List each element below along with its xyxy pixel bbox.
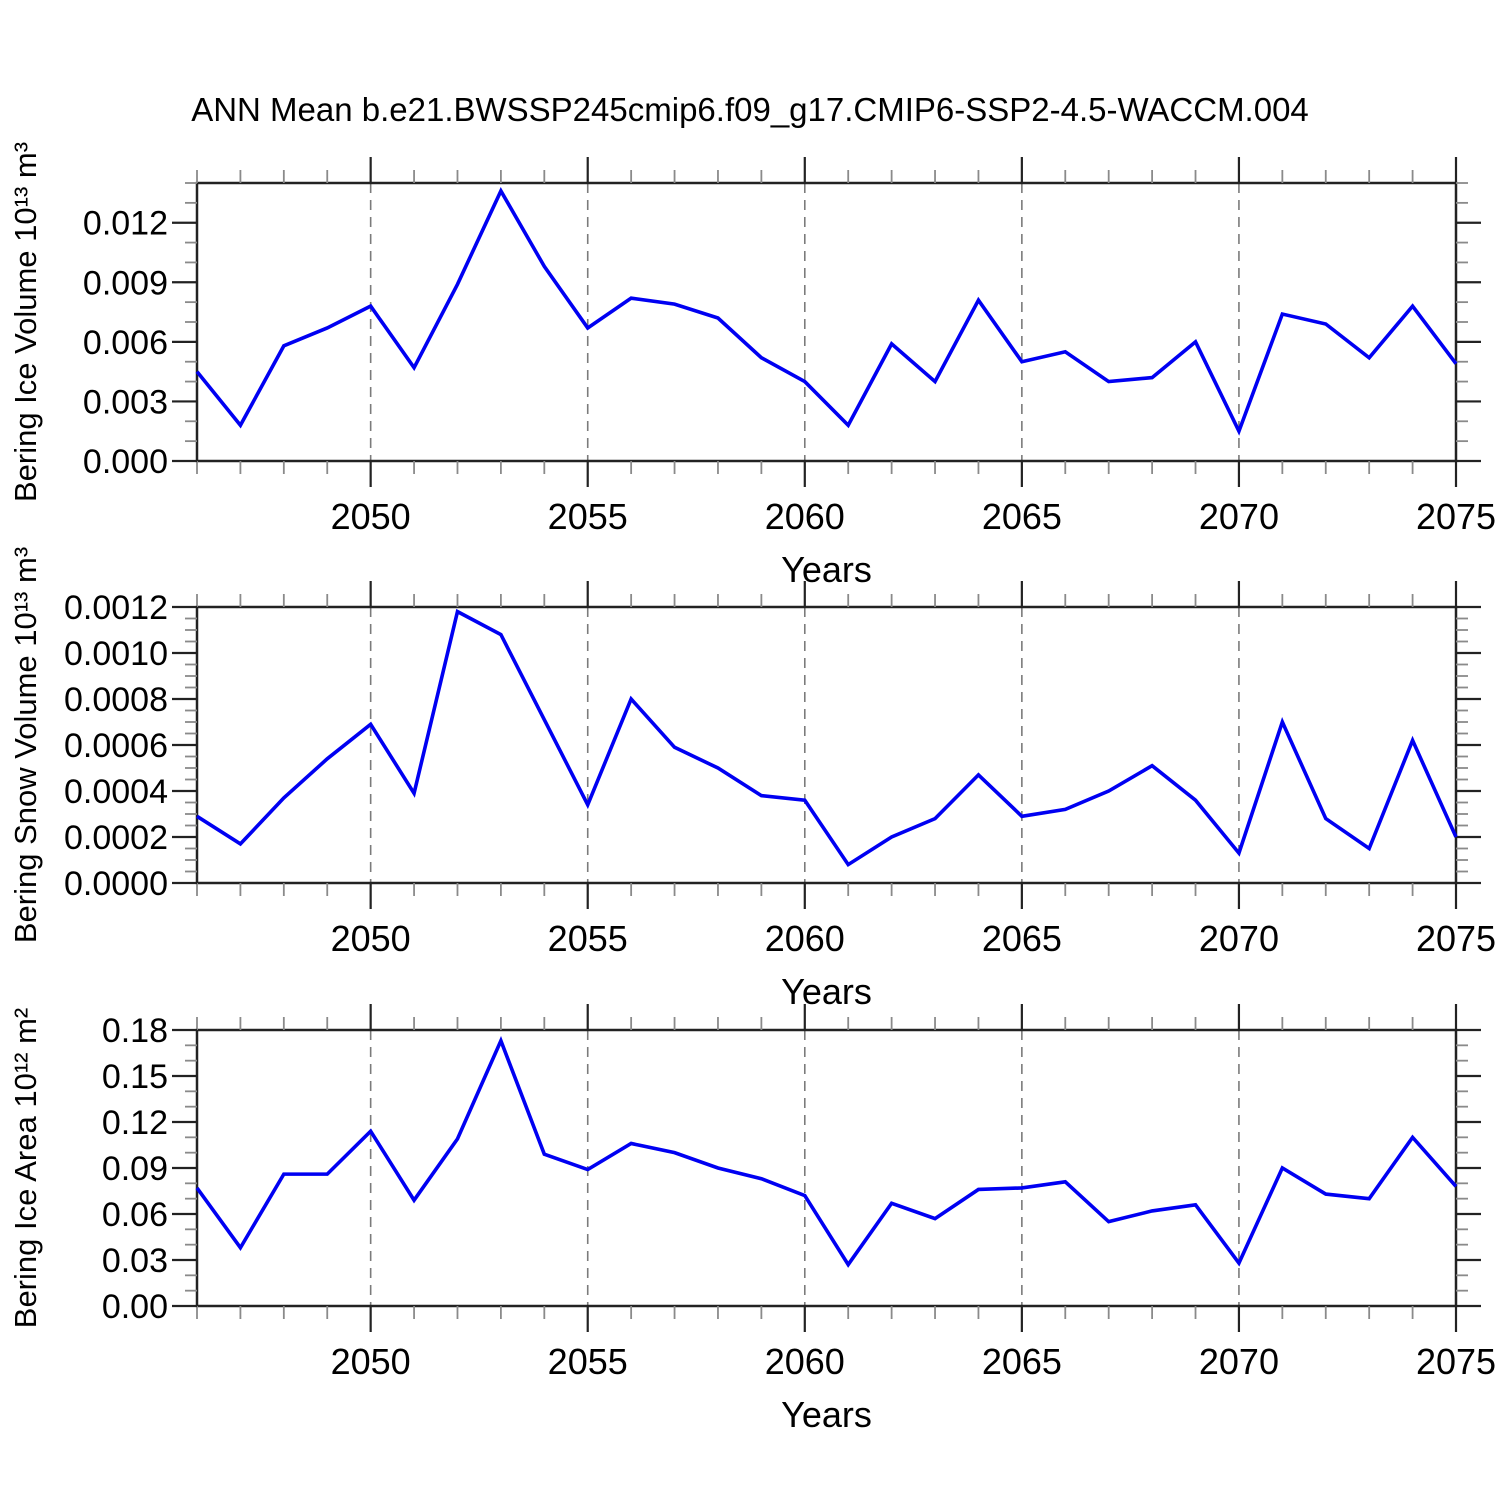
x-tick-label: 2070 xyxy=(1199,496,1279,537)
y-tick-label: 0.012 xyxy=(83,205,168,243)
y-axis-title: Bering Snow Volume 10¹³ m³ xyxy=(8,547,43,943)
x-axis-title: Years xyxy=(781,971,872,1012)
x-tick-label: 2065 xyxy=(982,1341,1062,1382)
bering-ice-area-line xyxy=(195,1036,1458,1268)
y-tick-label: 0.003 xyxy=(83,383,168,421)
x-tick-label: 2050 xyxy=(331,1341,411,1382)
chart-title: ANN Mean b.e21.BWSSP245cmip6.f09_g17.CMI… xyxy=(191,91,1309,128)
y-tick-label: 0.006 xyxy=(83,324,168,362)
y-tick-label: 0.09 xyxy=(102,1150,168,1188)
x-tick-label: 2060 xyxy=(765,918,845,959)
y-axis-title: Bering Ice Volume 10¹³ m³ xyxy=(8,142,43,502)
x-tick-label: 2075 xyxy=(1416,1341,1496,1382)
y-tick-label: 0.009 xyxy=(83,264,168,302)
x-tick-label: 2065 xyxy=(982,496,1062,537)
y-tick-label: 0.18 xyxy=(102,1012,168,1050)
x-axis-title: Years xyxy=(781,549,872,590)
x-tick-label: 2055 xyxy=(548,1341,628,1382)
y-tick-label: 0.15 xyxy=(102,1058,168,1096)
y-tick-label: 0.000 xyxy=(83,443,168,481)
x-tick-label: 2050 xyxy=(331,918,411,959)
y-tick-label: 0.0006 xyxy=(64,727,168,765)
y-axis-title: Bering Ice Area 10¹² m² xyxy=(8,1008,43,1328)
y-tick-label: 0.06 xyxy=(102,1196,168,1234)
x-tick-label: 2075 xyxy=(1416,918,1496,959)
x-tick-label: 2060 xyxy=(765,1341,845,1382)
y-tick-label: 0.03 xyxy=(102,1242,168,1280)
x-tick-label: 2075 xyxy=(1416,496,1496,537)
x-tick-label: 2055 xyxy=(548,918,628,959)
x-tick-label: 2070 xyxy=(1199,918,1279,959)
bering-snow-volume-line xyxy=(196,608,1458,868)
y-tick-label: 0.0002 xyxy=(64,819,168,857)
y-tick-label: 0.0010 xyxy=(64,635,168,673)
x-tick-label: 2060 xyxy=(765,496,845,537)
x-tick-label: 2050 xyxy=(331,496,411,537)
x-axis-title: Years xyxy=(781,1394,872,1435)
x-tick-label: 2070 xyxy=(1199,1341,1279,1382)
panel-bering-snow-volume: 0.0000 0.0002 0.0004 0.0006 0.0008 0.0010 0.00… xyxy=(8,547,1496,1012)
x-tick-label: 2055 xyxy=(548,496,628,537)
y-tick-label: 0.0012 xyxy=(64,589,168,627)
bering-ice-volume-line xyxy=(195,187,1458,436)
y-tick-label: 0.00 xyxy=(102,1288,168,1326)
panel-bering-ice-area: 0.00 0.03 0.06 0.09 0.12 0.15 0.18 2050 2055 2060… xyxy=(8,1004,1496,1435)
x-tick-label: 2065 xyxy=(982,918,1062,959)
panel-bering-ice-volume: 0.000 0.003 0.006 0.009 0.012 2050 2055 2060 206… xyxy=(8,142,1496,590)
y-tick-label: 0.0008 xyxy=(64,681,168,719)
y-tick-label: 0.12 xyxy=(102,1104,168,1142)
y-tick-label: 0.0004 xyxy=(64,773,168,811)
y-tick-label: 0.0000 xyxy=(64,865,168,903)
